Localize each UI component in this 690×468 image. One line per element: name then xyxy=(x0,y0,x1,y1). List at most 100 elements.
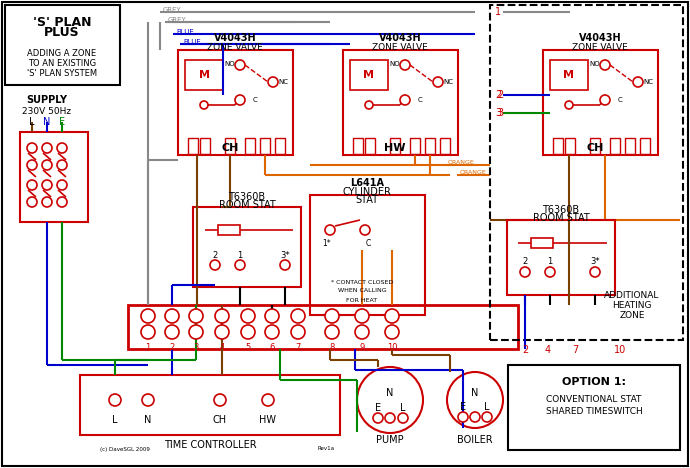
Bar xyxy=(565,138,575,154)
Text: GREY: GREY xyxy=(163,7,181,13)
Circle shape xyxy=(57,143,67,153)
Text: L: L xyxy=(484,402,490,412)
Circle shape xyxy=(482,412,492,422)
Circle shape xyxy=(385,325,399,339)
Circle shape xyxy=(165,325,179,339)
Circle shape xyxy=(447,372,503,428)
Text: 1: 1 xyxy=(237,250,243,259)
Circle shape xyxy=(109,394,121,406)
Text: ZONE VALVE: ZONE VALVE xyxy=(372,43,428,51)
Circle shape xyxy=(57,197,67,207)
Bar xyxy=(543,50,658,155)
Circle shape xyxy=(189,309,203,323)
Bar xyxy=(553,138,563,154)
Bar xyxy=(590,138,600,154)
Text: 'S' PLAN: 'S' PLAN xyxy=(32,15,91,29)
Text: ORANGE: ORANGE xyxy=(448,160,475,164)
Circle shape xyxy=(520,267,530,277)
Text: 10: 10 xyxy=(387,343,397,351)
Text: L: L xyxy=(29,117,34,127)
Text: GREY: GREY xyxy=(168,17,187,23)
Circle shape xyxy=(165,309,179,323)
Text: BLUE: BLUE xyxy=(176,29,194,35)
Circle shape xyxy=(235,60,245,70)
Bar xyxy=(178,50,293,155)
Text: M: M xyxy=(364,70,375,80)
Text: 1: 1 xyxy=(495,7,501,17)
Circle shape xyxy=(470,412,480,422)
Circle shape xyxy=(291,325,305,339)
Text: M: M xyxy=(564,70,575,80)
Text: 6: 6 xyxy=(269,343,275,351)
Circle shape xyxy=(600,60,610,70)
Text: 3*: 3* xyxy=(280,250,290,259)
Text: SHARED TIMESWITCH: SHARED TIMESWITCH xyxy=(546,408,642,417)
Text: 10: 10 xyxy=(614,345,626,355)
Text: 2: 2 xyxy=(213,250,217,259)
Text: 2: 2 xyxy=(169,343,175,351)
Bar xyxy=(218,225,240,235)
Text: ADDING A ZONE: ADDING A ZONE xyxy=(28,49,97,58)
Text: NC: NC xyxy=(643,79,653,85)
Bar xyxy=(490,5,683,340)
Text: C: C xyxy=(417,97,422,103)
Bar xyxy=(193,207,301,287)
Text: L: L xyxy=(112,415,118,425)
Circle shape xyxy=(360,225,370,235)
Text: N: N xyxy=(386,388,394,398)
Text: 7: 7 xyxy=(572,345,578,355)
Circle shape xyxy=(200,101,208,109)
Text: L641A: L641A xyxy=(350,178,384,188)
Circle shape xyxy=(291,309,305,323)
Text: N: N xyxy=(471,388,479,398)
Circle shape xyxy=(27,197,37,207)
Text: V4043H: V4043H xyxy=(214,33,256,43)
Circle shape xyxy=(215,309,229,323)
Circle shape xyxy=(57,180,67,190)
Text: ZONE VALVE: ZONE VALVE xyxy=(572,43,628,51)
Text: 230V 50Hz: 230V 50Hz xyxy=(23,107,72,116)
Bar xyxy=(5,5,120,85)
Text: N: N xyxy=(144,415,152,425)
Text: HW: HW xyxy=(384,143,406,153)
Text: CONVENTIONAL STAT: CONVENTIONAL STAT xyxy=(546,395,642,404)
Text: 'S' PLAN SYSTEM: 'S' PLAN SYSTEM xyxy=(27,68,97,78)
Bar xyxy=(20,132,88,222)
Circle shape xyxy=(633,77,643,87)
Bar xyxy=(531,238,553,248)
Circle shape xyxy=(265,325,279,339)
Circle shape xyxy=(27,160,37,170)
Text: 7: 7 xyxy=(295,343,301,351)
Circle shape xyxy=(141,325,155,339)
Text: E: E xyxy=(460,402,466,412)
Text: 4: 4 xyxy=(219,343,225,351)
Circle shape xyxy=(57,160,67,170)
Text: 3: 3 xyxy=(495,108,501,118)
Text: HW: HW xyxy=(259,415,277,425)
Text: CH: CH xyxy=(221,143,239,153)
Text: Rev1a: Rev1a xyxy=(318,446,335,452)
Circle shape xyxy=(280,260,290,270)
Circle shape xyxy=(355,309,369,323)
Circle shape xyxy=(142,394,154,406)
Text: 2: 2 xyxy=(495,90,501,100)
Text: FOR HEAT: FOR HEAT xyxy=(346,298,377,302)
Text: 3*: 3* xyxy=(590,257,600,266)
Text: CH: CH xyxy=(586,143,604,153)
Circle shape xyxy=(27,180,37,190)
Text: * CONTACT CLOSED: * CONTACT CLOSED xyxy=(331,279,393,285)
Text: BOILER: BOILER xyxy=(457,435,493,445)
Bar xyxy=(310,195,425,315)
Bar xyxy=(365,138,375,154)
Text: C: C xyxy=(253,97,257,103)
Text: 1: 1 xyxy=(146,343,150,351)
Text: 8: 8 xyxy=(329,343,335,351)
Text: NO: NO xyxy=(390,61,400,67)
Text: HEATING: HEATING xyxy=(612,300,652,309)
Text: ROOM STAT: ROOM STAT xyxy=(533,213,589,223)
Circle shape xyxy=(42,197,52,207)
Bar xyxy=(185,60,223,90)
Circle shape xyxy=(141,309,155,323)
Bar xyxy=(350,60,388,90)
Text: NO: NO xyxy=(590,61,600,67)
